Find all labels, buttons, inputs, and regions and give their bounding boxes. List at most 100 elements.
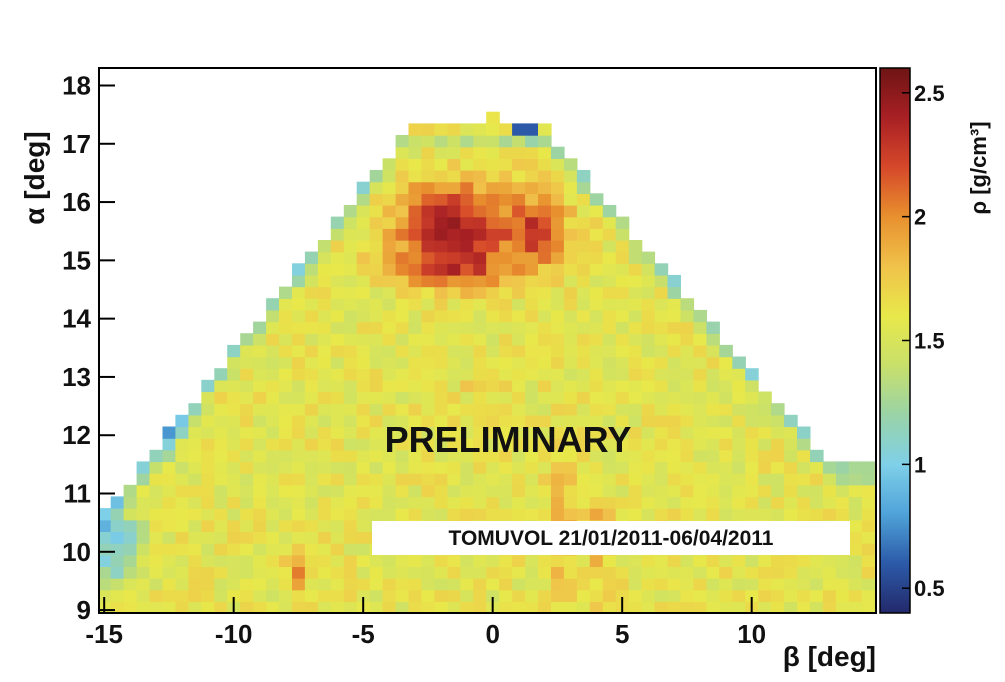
- heatmap-cell: [602, 344, 617, 358]
- heatmap-cell: [538, 484, 552, 498]
- heatmap-cell: [382, 170, 397, 183]
- heatmap-cell: [175, 414, 189, 428]
- heatmap-cell: [266, 484, 280, 498]
- heatmap-cell: [395, 461, 410, 474]
- heatmap-cell: [848, 531, 863, 544]
- heatmap-cell: [395, 146, 410, 159]
- heatmap-cell: [343, 379, 358, 393]
- heatmap-cell: [499, 274, 513, 288]
- heatmap-cell: [434, 251, 448, 264]
- heatmap-cell: [654, 461, 669, 474]
- heatmap-cell: [693, 449, 707, 463]
- heatmap-cell: [538, 496, 552, 509]
- heatmap-cell: [525, 158, 539, 171]
- heatmap-cell: [408, 449, 422, 463]
- heatmap-cell: [706, 368, 720, 381]
- heatmap-cell: [641, 368, 656, 381]
- heatmap-cell: [201, 449, 215, 463]
- heatmap-cell: [822, 566, 837, 579]
- heatmap-cell: [369, 554, 384, 567]
- heatmap-cell: [680, 566, 695, 579]
- heatmap-cell: [486, 508, 500, 521]
- heatmap-cell: [279, 286, 293, 299]
- heatmap-cell: [551, 449, 565, 463]
- heatmap-cell: [330, 216, 345, 229]
- heatmap-cell: [292, 263, 306, 276]
- heatmap-cell: [563, 274, 578, 288]
- heatmap-cell: [408, 333, 422, 346]
- heatmap-cell: [719, 578, 733, 591]
- heatmap-cell: [408, 123, 422, 136]
- heatmap-cell: [317, 589, 332, 602]
- heatmap-cell: [835, 554, 850, 567]
- heatmap-cell: [654, 449, 669, 463]
- heatmap-cell: [499, 309, 513, 323]
- heatmap-cell: [693, 508, 707, 521]
- heatmap-cell: [149, 531, 163, 544]
- heatmap-cell: [304, 519, 319, 532]
- heatmap-cell: [447, 379, 461, 393]
- heatmap-cell: [486, 589, 500, 602]
- heatmap-cell: [175, 601, 189, 613]
- heatmap-cell: [395, 449, 410, 463]
- heatmap-cell: [279, 554, 293, 567]
- heatmap-cell: [266, 368, 280, 381]
- heatmap-cell: [421, 263, 435, 276]
- heatmap-cell: [292, 589, 306, 602]
- heatmap-cell: [175, 508, 189, 521]
- heatmap-cell: [499, 449, 513, 463]
- heatmap-cell: [512, 508, 526, 521]
- heatmap-cell: [602, 414, 617, 428]
- heatmap-cell: [330, 496, 345, 509]
- heatmap-cell: [266, 391, 280, 404]
- heatmap-cell: [188, 461, 202, 474]
- heatmap-cell: [835, 473, 850, 486]
- heatmap-cell: [382, 379, 397, 393]
- heatmap-cell: [447, 228, 461, 241]
- heatmap-cell: [861, 484, 876, 498]
- heatmap-cell: [460, 193, 474, 206]
- heatmap-cell: [680, 461, 695, 474]
- heatmap-cell: [563, 496, 578, 509]
- heatmap-cell: [447, 251, 461, 264]
- heatmap-cell: [719, 403, 733, 416]
- heatmap-cell: [99, 566, 112, 579]
- heatmap-cell: [201, 496, 215, 509]
- heatmap-cell: [369, 379, 384, 393]
- heatmap-cell: [395, 158, 410, 171]
- heatmap-cell: [447, 240, 461, 253]
- heatmap-cell: [175, 426, 189, 439]
- heatmap-cell: [835, 484, 850, 498]
- heatmap-cell: [382, 344, 397, 358]
- heatmap-cell: [693, 461, 707, 474]
- heatmap-cell: [654, 356, 669, 369]
- heatmap-cell: [654, 368, 669, 381]
- heatmap-cell: [628, 426, 643, 439]
- heatmap-cell: [615, 414, 630, 428]
- heatmap-cell: [667, 379, 681, 393]
- y-tick-label: 14: [62, 304, 91, 334]
- heatmap-cell: [551, 496, 565, 509]
- heatmap-cell: [201, 414, 215, 428]
- heatmap-cell: [330, 449, 345, 463]
- heatmap-cell: [227, 519, 241, 532]
- heatmap-cell: [317, 519, 332, 532]
- heatmap-cell: [330, 333, 345, 346]
- heatmap-cell: [602, 368, 617, 381]
- heatmap-cell: [266, 508, 280, 521]
- heatmap-cell: [758, 414, 772, 428]
- heatmap-cell: [486, 414, 500, 428]
- heatmap-cell: [434, 566, 448, 579]
- heatmap-cell: [589, 554, 604, 567]
- heatmap-cell: [486, 554, 500, 567]
- y-tick-label: 15: [62, 245, 91, 275]
- heatmap-cell: [551, 309, 565, 323]
- heatmap-cell: [227, 566, 241, 579]
- heatmap-cell: [447, 496, 461, 509]
- heatmap-cell: [602, 473, 617, 486]
- heatmap-cell: [654, 274, 669, 288]
- heatmap-cell: [589, 286, 604, 299]
- heatmap-cell: [330, 309, 345, 323]
- heatmap-cell: [589, 309, 604, 323]
- heatmap-cell: [99, 589, 112, 602]
